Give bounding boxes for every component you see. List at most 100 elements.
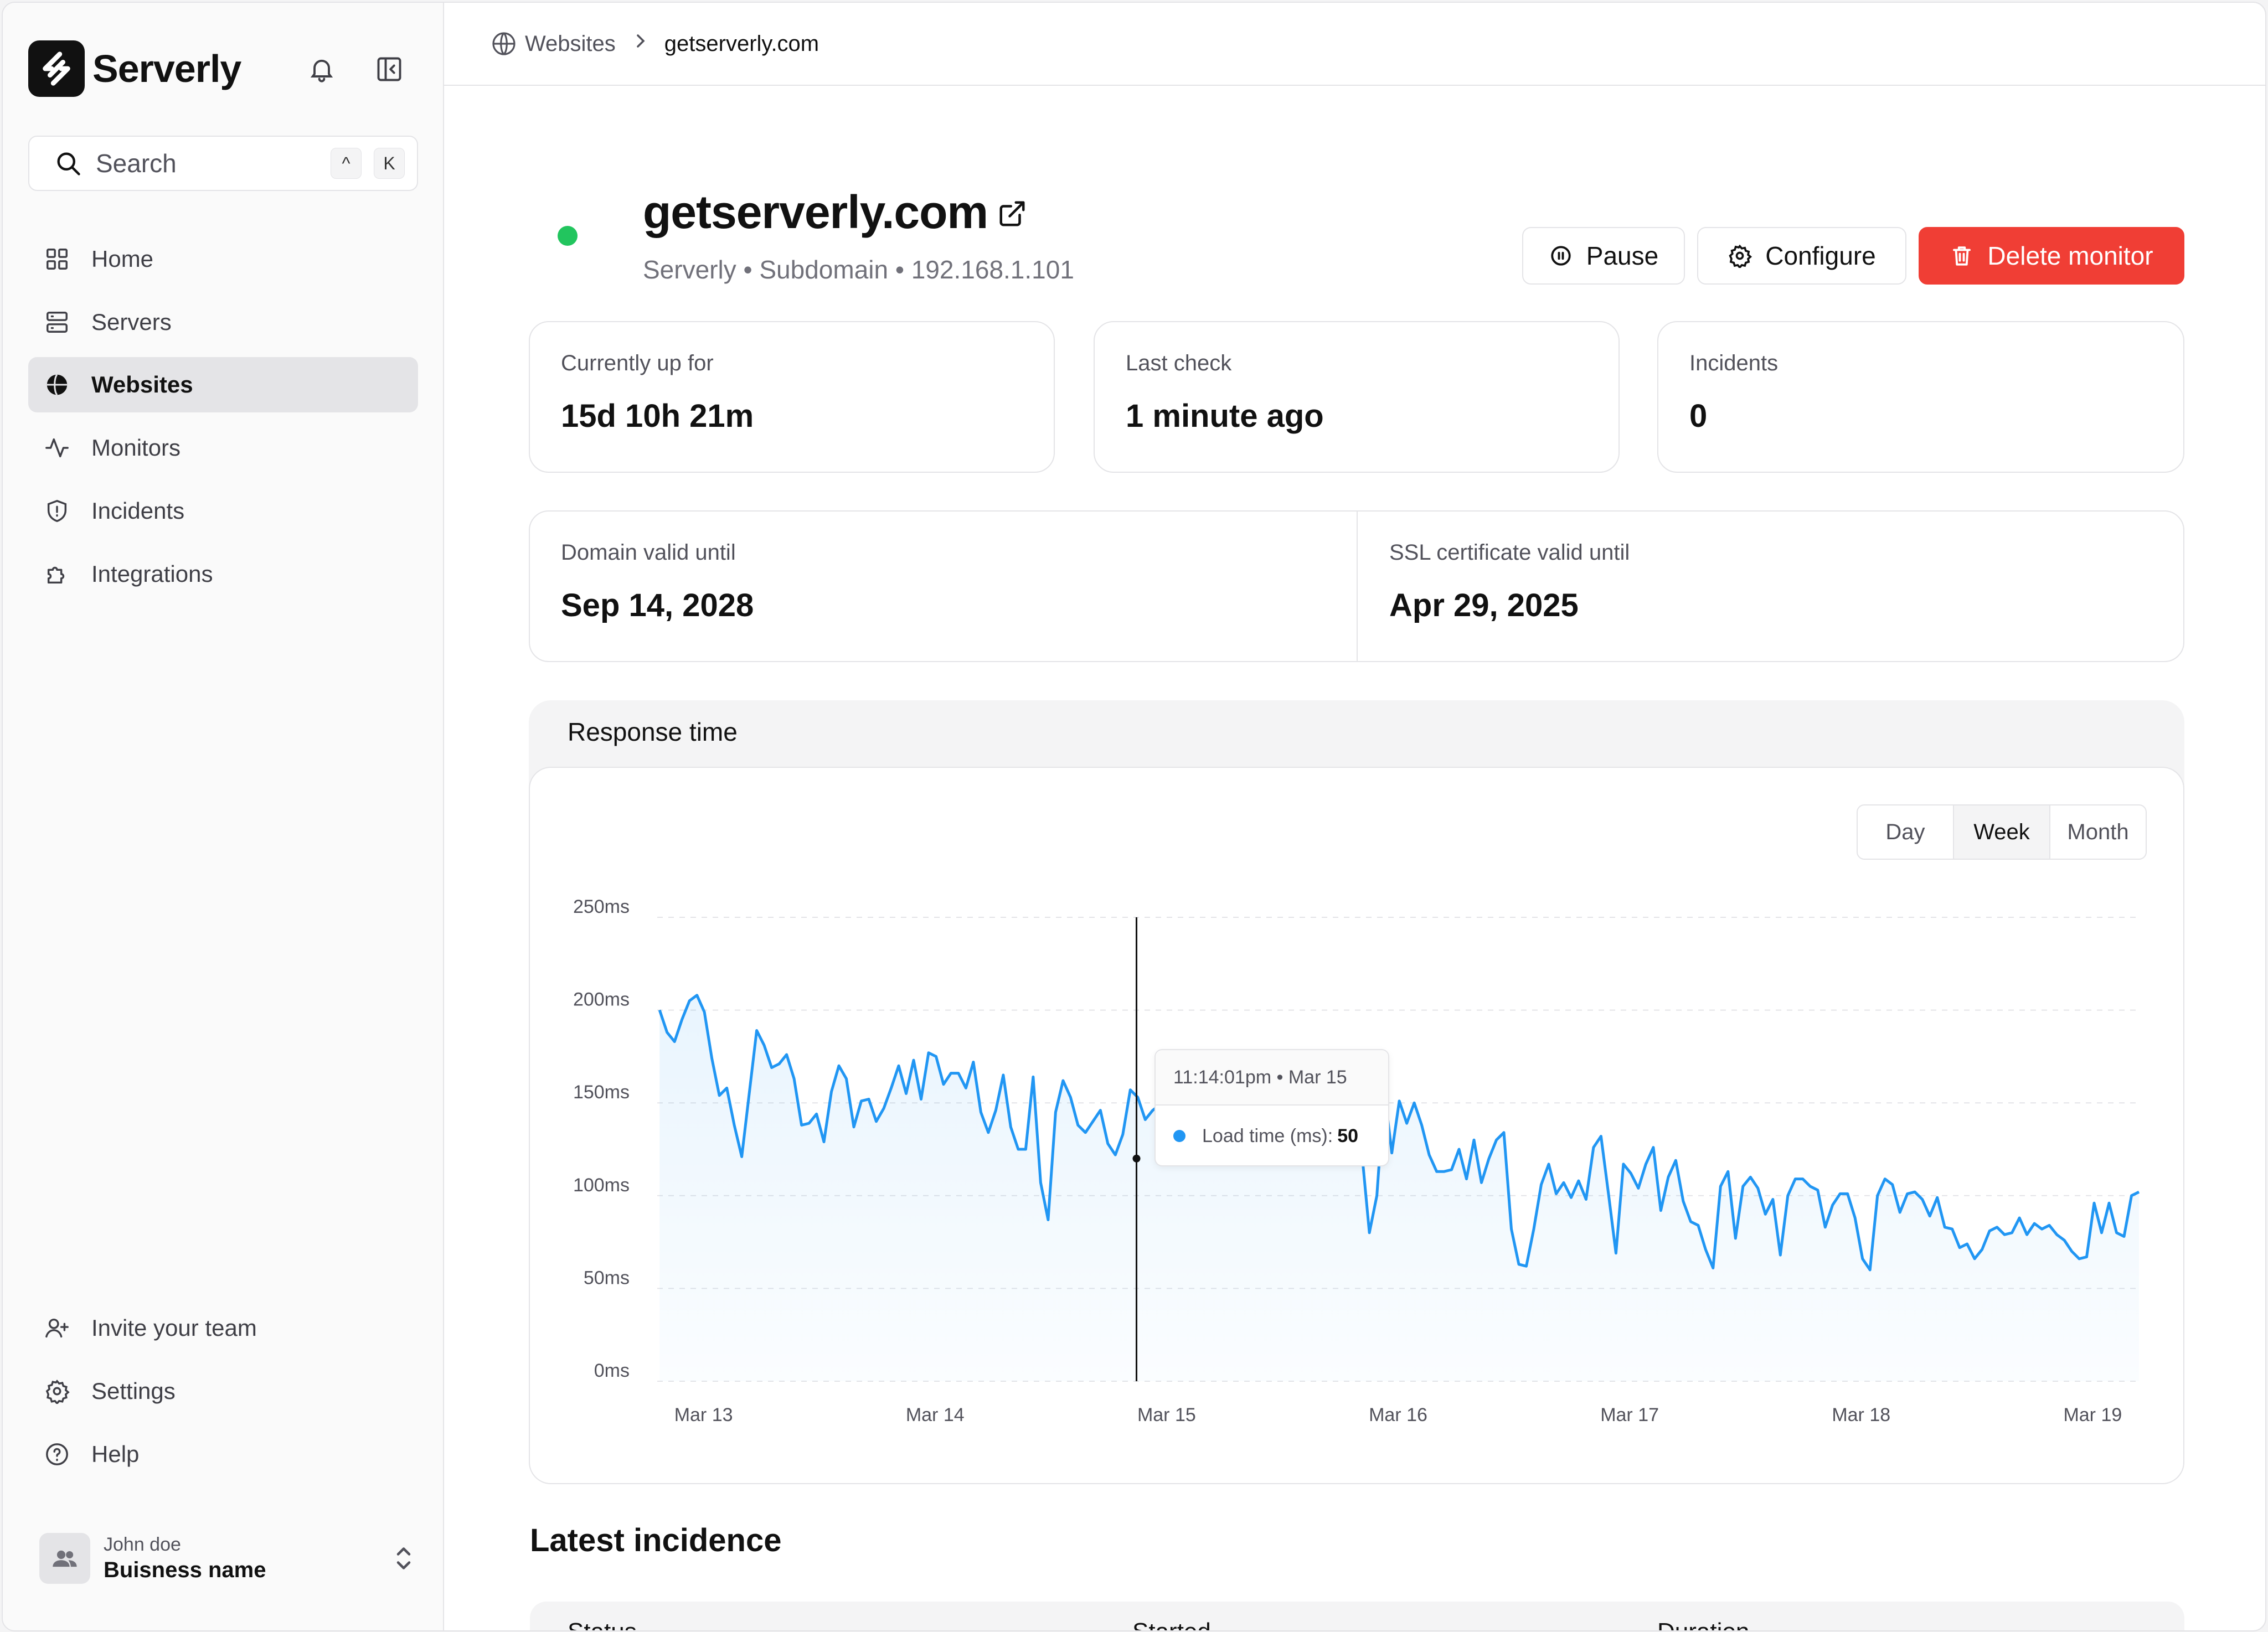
avatar — [39, 1533, 90, 1584]
response-time-chart[interactable]: 250ms 200ms 150ms 100ms 50ms 0ms Mar 13 Mar 14 M… — [530, 768, 2183, 1483]
sidebar: Serverly Search ^ K Home Servers Website… — [3, 3, 444, 1630]
section-title: Response time — [568, 717, 738, 746]
x-tick-label: Mar 13 — [674, 1404, 733, 1426]
gear-icon — [43, 1377, 71, 1406]
sidebar-item-label: Invite your team — [91, 1315, 257, 1341]
search-input[interactable]: Search ^ K — [28, 136, 418, 191]
range-week-button[interactable]: Week — [1953, 805, 2049, 859]
breadcrumb: Websites getserverly.com — [444, 3, 2265, 86]
sidebar-item-label: Websites — [91, 371, 193, 397]
status-indicator — [558, 226, 578, 246]
y-tick-label: 200ms — [573, 989, 630, 1010]
page-title: getserverly.com — [643, 186, 988, 238]
sidebar-item-label: Help — [91, 1441, 140, 1467]
external-link-icon[interactable] — [997, 199, 1027, 229]
sidebar-item-incidents[interactable]: Incidents — [28, 483, 418, 539]
stat-label: Incidents — [1689, 351, 1779, 375]
sidebar-item-label: Incidents — [91, 498, 185, 524]
validity-card: Domain valid until Sep 14, 2028 SSL cert… — [529, 510, 2184, 662]
activity-icon — [43, 433, 71, 462]
x-tick-label: Mar 15 — [1137, 1404, 1196, 1426]
globe-icon — [43, 370, 71, 399]
stat-card-incidents: Incidents 0 — [1657, 321, 2184, 473]
configure-button[interactable]: Configure — [1697, 227, 1906, 285]
range-month-button[interactable]: Month — [2049, 805, 2146, 859]
puzzle-icon — [43, 560, 71, 588]
collapse-sidebar-icon[interactable] — [374, 54, 405, 85]
sidebar-item-settings[interactable]: Settings — [28, 1364, 418, 1419]
delete-monitor-button[interactable]: Delete monitor — [1919, 227, 2184, 285]
sidebar-item-label: Settings — [91, 1378, 176, 1404]
stat-label: Currently up for — [561, 351, 714, 375]
y-tick-label: 0ms — [594, 1360, 630, 1381]
breadcrumb-parent[interactable]: Websites — [525, 31, 616, 56]
help-circle-icon — [43, 1440, 71, 1469]
bell-icon[interactable] — [306, 54, 337, 85]
user-name: John doe — [104, 1534, 181, 1555]
grid-icon — [43, 245, 71, 273]
pause-label: Pause — [1586, 241, 1659, 270]
sidebar-item-label: Integrations — [91, 561, 213, 587]
globe-outline-icon — [492, 32, 516, 55]
y-tick-label: 150ms — [573, 1082, 630, 1103]
delete-label: Delete monitor — [1987, 241, 2153, 270]
series-line — [658, 994, 2140, 1272]
chart-tooltip: 11:14:01pm • Mar 15 Load time (ms): 50 — [1154, 1049, 1389, 1166]
y-tick-label: 250ms — [573, 896, 630, 917]
ssl-valid-label: SSL certificate valid until — [1389, 540, 1630, 565]
sidebar-item-home[interactable]: Home — [28, 231, 418, 287]
series-color-dot — [1173, 1130, 1185, 1142]
sidebar-item-invite[interactable]: Invite your team — [28, 1300, 418, 1356]
stat-label: Last check — [1126, 351, 1232, 375]
sidebar-item-monitors[interactable]: Monitors — [28, 420, 418, 476]
monitor-subtitle: Serverly • Subdomain • 192.168.1.101 — [643, 255, 1074, 284]
sidebar-item-websites[interactable]: Websites — [28, 357, 418, 412]
trash-icon — [1950, 244, 1974, 268]
sidebar-item-servers[interactable]: Servers — [28, 295, 418, 350]
stat-card-uptime: Currently up for 15d 10h 21m — [529, 321, 1055, 473]
hover-point — [1132, 1154, 1141, 1163]
stat-value: 15d 10h 21m — [561, 398, 754, 434]
breadcrumb-current: getserverly.com — [664, 31, 819, 56]
x-tick-label: Mar 16 — [1369, 1404, 1427, 1426]
sidebar-item-label: Servers — [91, 309, 172, 335]
stat-value: 0 — [1689, 398, 1708, 434]
sidebar-item-label: Home — [91, 246, 154, 272]
x-tick-label: Mar 19 — [2063, 1404, 2122, 1426]
stat-card-last-check: Last check 1 minute ago — [1094, 321, 1620, 473]
user-switcher[interactable]: John doe Buisness name — [39, 1528, 416, 1589]
shield-alert-icon — [43, 497, 71, 525]
tooltip-time: 11:14:01pm • Mar 15 — [1156, 1050, 1388, 1106]
chevron-up-down-icon — [396, 1547, 411, 1569]
server-icon — [43, 308, 71, 337]
range-day-button[interactable]: Day — [1885, 819, 1925, 844]
configure-label: Configure — [1765, 241, 1876, 270]
business-name: Buisness name — [104, 1558, 266, 1582]
domain-valid-label: Domain valid until — [561, 540, 736, 565]
user-plus-icon — [43, 1314, 71, 1342]
sidebar-item-help[interactable]: Help — [28, 1427, 418, 1482]
stat-value: 1 minute ago — [1126, 398, 1324, 434]
ssl-valid-value: Apr 29, 2025 — [1389, 587, 1579, 623]
sidebar-item-integrations[interactable]: Integrations — [28, 546, 418, 602]
incidence-table-header: Status Started Duration — [530, 1602, 2184, 1630]
column-header-duration: Duration — [1657, 1618, 1749, 1630]
domain-valid-value: Sep 14, 2028 — [561, 587, 754, 623]
gear-icon — [1728, 244, 1752, 268]
pause-button[interactable]: Pause — [1522, 227, 1685, 285]
search-icon — [57, 152, 80, 175]
brand-name: Serverly — [92, 47, 241, 90]
tooltip-label: Load time (ms): — [1202, 1125, 1333, 1146]
x-tick-label: Mar 14 — [906, 1404, 965, 1426]
brand[interactable]: Serverly — [28, 40, 241, 97]
x-tick-label: Mar 18 — [1832, 1404, 1890, 1426]
shortcut-key: K — [374, 148, 405, 179]
chevron-right-icon — [632, 31, 648, 56]
y-tick-label: 50ms — [584, 1267, 630, 1288]
range-toggle: Day Week Month — [1857, 804, 2147, 860]
tooltip-value: 50 — [1337, 1125, 1359, 1146]
sidebar-item-label: Monitors — [91, 435, 181, 461]
column-header-started: Started — [1132, 1618, 1211, 1630]
series-area — [659, 995, 2139, 1381]
